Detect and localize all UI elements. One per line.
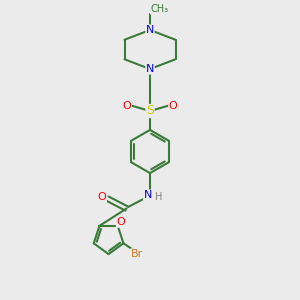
Text: O: O (116, 217, 125, 227)
Text: S: S (146, 104, 154, 118)
Text: N: N (146, 25, 154, 35)
Text: O: O (169, 100, 178, 111)
Text: H: H (155, 191, 162, 202)
Text: N: N (146, 64, 154, 74)
Text: Br: Br (131, 249, 143, 259)
Text: O: O (122, 100, 131, 111)
Text: CH₃: CH₃ (151, 4, 169, 14)
Text: N: N (143, 190, 152, 200)
Text: O: O (98, 192, 106, 202)
